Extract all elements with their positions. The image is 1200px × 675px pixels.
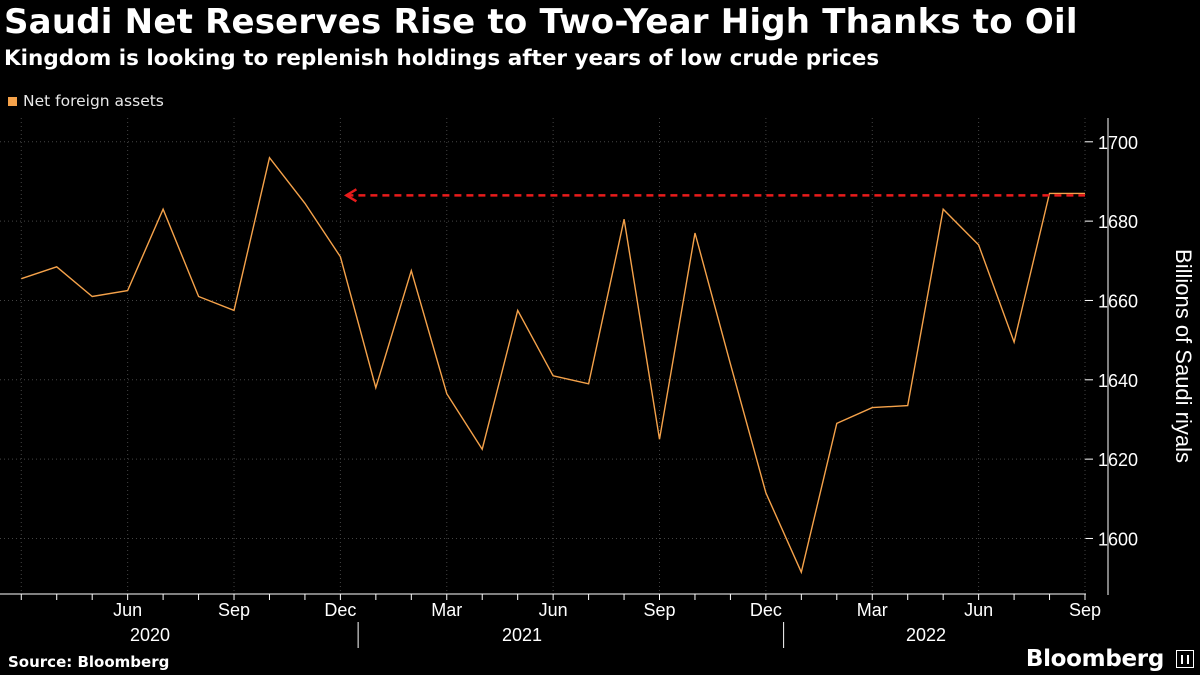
year-label: 2020 (130, 625, 170, 645)
y-tick-label: 1680 (1098, 212, 1138, 232)
y-tick-label: 1620 (1098, 450, 1138, 470)
chart-subtitle: Kingdom is looking to replenish holdings… (4, 46, 880, 71)
legend: Net foreign assets (8, 92, 164, 110)
y-tick-label: 1700 (1098, 133, 1138, 153)
y-axis-title: Billions of Saudi riyals (1171, 249, 1196, 463)
reference-arrowhead (343, 188, 358, 203)
series-line-net-foreign-assets (21, 156, 1085, 575)
source-note: Source: Bloomberg (8, 653, 170, 671)
x-tick-label: Jun (113, 600, 142, 620)
x-tick-label: Mar (857, 600, 888, 620)
y-tick-label: 1600 (1098, 529, 1138, 549)
x-tick-label: Sep (643, 600, 675, 620)
x-tick-label: Sep (218, 600, 250, 620)
bloomberg-logo: Bloomberg (1025, 646, 1164, 672)
x-tick-label: Sep (1069, 600, 1101, 620)
x-tick-label: Dec (324, 600, 356, 620)
x-tick-label: Dec (750, 600, 782, 620)
legend-label-net-foreign-assets: Net foreign assets (23, 92, 164, 110)
x-tick-label: Jun (964, 600, 993, 620)
chart-title: Saudi Net Reserves Rise to Two-Year High… (4, 2, 1078, 42)
y-tick-label: 1640 (1098, 371, 1138, 391)
legend-swatch-net-foreign-assets (8, 96, 17, 106)
x-tick-label: Mar (431, 600, 462, 620)
y-tick-label: 1660 (1098, 291, 1138, 311)
bloomberg-brand-icon (1176, 650, 1194, 668)
x-tick-label: Jun (539, 600, 568, 620)
year-label: 2021 (502, 625, 542, 645)
year-label: 2022 (906, 625, 946, 645)
